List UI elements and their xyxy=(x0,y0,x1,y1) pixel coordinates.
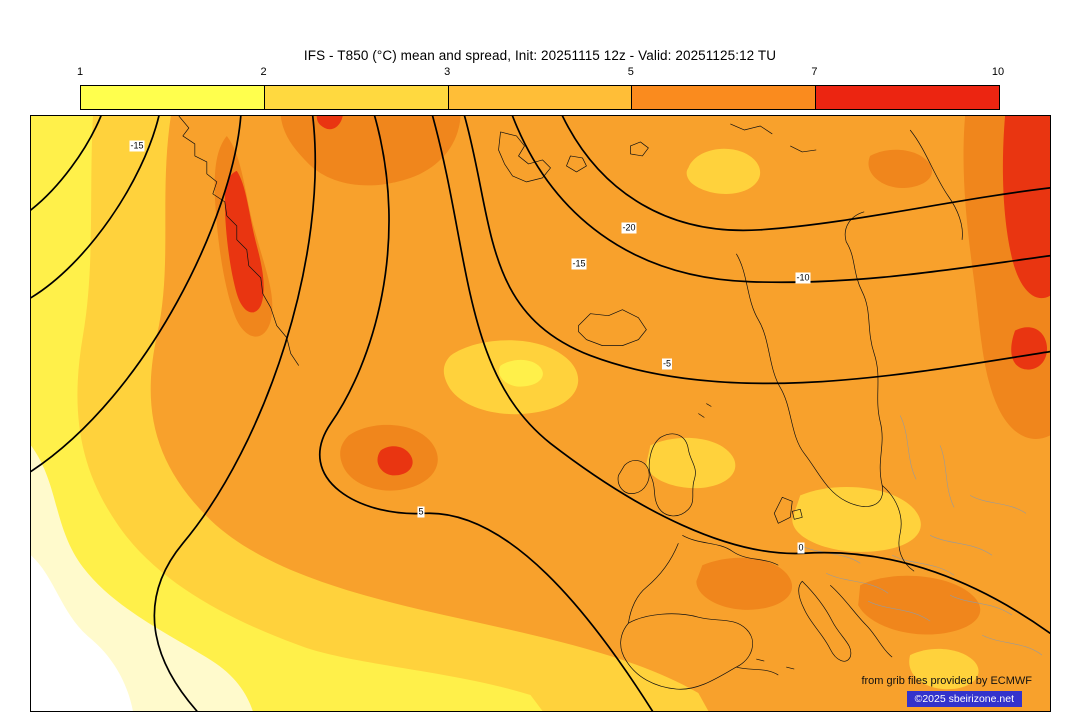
mediterranean-islands xyxy=(756,658,795,670)
italy-coast xyxy=(798,580,852,662)
contour-label: -15 xyxy=(571,258,587,270)
colorbar-segment-4 xyxy=(815,86,999,109)
weather-map: -15 -20 -15 -10 -5 0 5 from grib files p… xyxy=(30,115,1051,712)
ireland-coast xyxy=(617,460,650,494)
contour-label: 5 xyxy=(417,506,425,518)
contour-label: -10 xyxy=(795,272,811,284)
colorbar-tick: 3 xyxy=(444,66,451,78)
page-title: IFS - T850 (°C) mean and spread, Init: 2… xyxy=(303,48,777,63)
great-britain-coast xyxy=(648,403,712,517)
continental-coast xyxy=(682,534,779,566)
greenland-coast xyxy=(178,116,300,366)
balkan-coast xyxy=(829,584,893,658)
colorbar-segment-1 xyxy=(263,86,448,109)
contour-lines-layer xyxy=(31,116,1050,711)
contour-label: 0 xyxy=(797,542,805,554)
map-canvas xyxy=(31,116,1050,711)
biscay-coast xyxy=(628,543,679,624)
novaya-zemlya-coast xyxy=(909,129,963,240)
spread-colorbar xyxy=(80,85,1000,110)
colorbar-segment-0 xyxy=(81,86,264,109)
iceland-coast xyxy=(578,309,647,346)
colorbar-tick: 5 xyxy=(627,66,634,78)
colorbar-tick: 1 xyxy=(76,66,84,78)
denmark-coast xyxy=(773,497,803,524)
contour-label: -20 xyxy=(621,222,637,234)
colorbar-ticks: 1 2 3 5 7 10 xyxy=(76,66,1004,80)
svalbard-coast xyxy=(498,123,817,183)
contour-label: -15 xyxy=(129,140,145,152)
colorbar-tick: 7 xyxy=(811,66,818,78)
contour-label: -5 xyxy=(661,358,673,370)
country-borders-layer xyxy=(800,415,1043,656)
spread-fill-layer xyxy=(31,116,1050,711)
colorbar-segment-3 xyxy=(631,86,816,109)
colorbar-segment-2 xyxy=(447,86,632,109)
colorbar-tick: 10 xyxy=(991,66,1005,78)
colorbar-tick: 2 xyxy=(260,66,267,78)
copyright-banner: ©2025 sbeirizone.net xyxy=(906,691,1022,707)
attribution-text: from grib files provided by ECMWF xyxy=(861,675,1032,687)
iberia-coast xyxy=(620,613,779,690)
